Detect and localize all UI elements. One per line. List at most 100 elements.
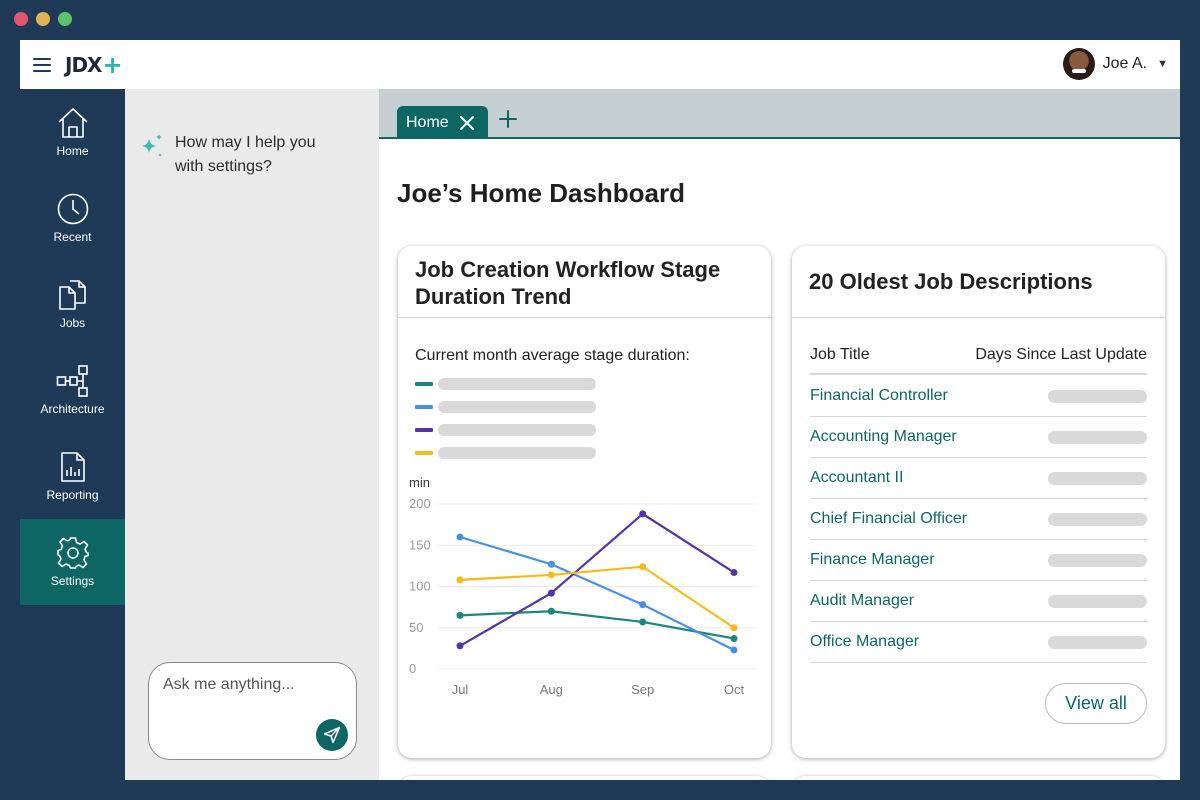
data-point <box>730 568 738 576</box>
data-point <box>456 611 464 619</box>
sparkle-icon <box>142 134 162 157</box>
data-point <box>456 533 464 541</box>
data-point <box>456 576 464 584</box>
legend-placeholder <box>438 401 596 413</box>
series-line <box>459 565 735 629</box>
table-row: Office Manager <box>810 622 1147 663</box>
legend-item <box>415 401 596 413</box>
jd-col-title: Job Title <box>810 346 870 363</box>
user-name: Joe A. <box>1102 55 1148 72</box>
job-title-link[interactable]: Office Manager <box>810 633 920 650</box>
report-icon <box>60 452 85 482</box>
legend-placeholder <box>438 447 596 459</box>
table-row: Financial Controller <box>810 376 1147 417</box>
minimize-window-dot[interactable] <box>36 12 50 26</box>
x-tick-label: Sep <box>631 682 654 697</box>
chart-subtitle: Current month average stage duration: <box>415 347 690 364</box>
nav-label-home: Home <box>56 144 89 158</box>
nav-item-recent[interactable]: Recent <box>20 175 125 261</box>
hamburger-icon[interactable] <box>33 57 51 72</box>
days-placeholder <box>1048 471 1147 485</box>
legend-placeholder <box>438 424 596 436</box>
clock-icon <box>57 193 88 225</box>
data-point <box>730 624 738 632</box>
chart-card-title: Job Creation Workflow Stage Duration Tre… <box>415 257 721 309</box>
chart-card-divider <box>398 317 771 318</box>
days-placeholder <box>1048 389 1147 403</box>
legend-swatch <box>415 451 433 455</box>
close-icon[interactable] <box>459 115 475 131</box>
window-controls <box>14 12 72 26</box>
next-card-left <box>398 776 771 780</box>
close-window-dot[interactable] <box>14 12 28 26</box>
y-tick-label: 150 <box>409 537 431 552</box>
days-placeholder <box>1048 430 1147 444</box>
job-title-link[interactable]: Accountant II <box>810 469 904 486</box>
user-menu[interactable]: Joe A. ▼ <box>1062 48 1168 80</box>
app-logo[interactable]: JDX + <box>65 50 123 79</box>
tab-home[interactable]: Home <box>397 106 488 139</box>
job-title-link[interactable]: Finance Manager <box>810 551 935 568</box>
assistant-panel: How may I help you with settings? <box>125 89 379 780</box>
days-placeholder <box>1048 553 1147 567</box>
chart-card: Job Creation Workflow Stage Duration Tre… <box>398 246 771 758</box>
nav-item-home[interactable]: Home <box>20 89 125 175</box>
job-title-link[interactable]: Financial Controller <box>810 387 948 404</box>
table-row: Audit Manager <box>810 581 1147 622</box>
nav-item-architecture[interactable]: Architecture <box>20 347 125 433</box>
days-placeholder <box>1048 594 1147 608</box>
send-icon <box>323 726 341 744</box>
legend-item <box>415 378 596 390</box>
nav-label-recent: Recent <box>53 230 92 244</box>
legend-item <box>415 424 596 436</box>
chat-box <box>148 662 357 760</box>
job-descriptions-card: 20 Oldest Job Descriptions Job Title Day… <box>792 246 1165 758</box>
legend-item <box>415 447 596 459</box>
data-point <box>639 618 647 626</box>
tab-home-label: Home <box>406 113 449 131</box>
plus-icon[interactable] <box>498 109 518 129</box>
series-line <box>459 512 735 647</box>
job-title-link[interactable]: Chief Financial Officer <box>810 510 968 527</box>
table-row: Accounting Manager <box>810 417 1147 458</box>
y-tick-label: 50 <box>409 620 423 635</box>
data-point <box>547 607 555 615</box>
hierarchy-icon <box>56 365 88 397</box>
table-row: Finance Manager <box>810 540 1147 581</box>
nav-item-reporting[interactable]: Reporting <box>20 433 125 519</box>
line-chart: min 0 50 100 150 200 Jul Aug Sep Oct <box>409 475 756 697</box>
y-axis-label: min <box>409 475 430 490</box>
table-row: Accountant II <box>810 458 1147 499</box>
documents-icon <box>58 280 86 310</box>
nav-item-settings[interactable]: Settings <box>20 519 125 605</box>
assistant-greeting-text: How may I help you with settings? <box>175 134 316 175</box>
data-point <box>639 601 647 609</box>
jd-table-header: Job Title Days Since Last Update <box>810 346 1147 375</box>
data-point <box>547 560 555 568</box>
main-content: Home Joe’s Home Dashboard Job Creation W… <box>379 89 1180 780</box>
nav-item-jobs[interactable]: Jobs <box>20 261 125 347</box>
view-all-button[interactable]: View all <box>1045 683 1147 724</box>
x-tick-label: Jul <box>452 682 469 697</box>
data-point <box>547 571 555 579</box>
nav-label-jobs: Jobs <box>59 316 86 330</box>
logo-plus: + <box>102 50 122 79</box>
data-point <box>730 646 738 654</box>
send-button[interactable] <box>316 719 348 751</box>
series-line <box>459 610 735 640</box>
tab-bar: Home <box>379 89 1180 139</box>
job-title-link[interactable]: Accounting Manager <box>810 428 957 445</box>
data-point <box>547 589 555 597</box>
job-title-link[interactable]: Audit Manager <box>810 592 915 609</box>
y-tick-label: 200 <box>409 496 431 511</box>
data-point <box>456 642 464 650</box>
jd-card-divider <box>792 317 1165 318</box>
chat-input[interactable] <box>149 663 356 707</box>
legend-swatch <box>415 382 433 386</box>
maximize-window-dot[interactable] <box>58 12 72 26</box>
page-title: Joe’s Home Dashboard <box>397 178 686 208</box>
legend-placeholder <box>438 378 596 390</box>
nav-label-reporting: Reporting <box>46 488 99 502</box>
jd-card-title: 20 Oldest Job Descriptions <box>809 269 1093 294</box>
y-tick-label: 100 <box>409 579 431 594</box>
